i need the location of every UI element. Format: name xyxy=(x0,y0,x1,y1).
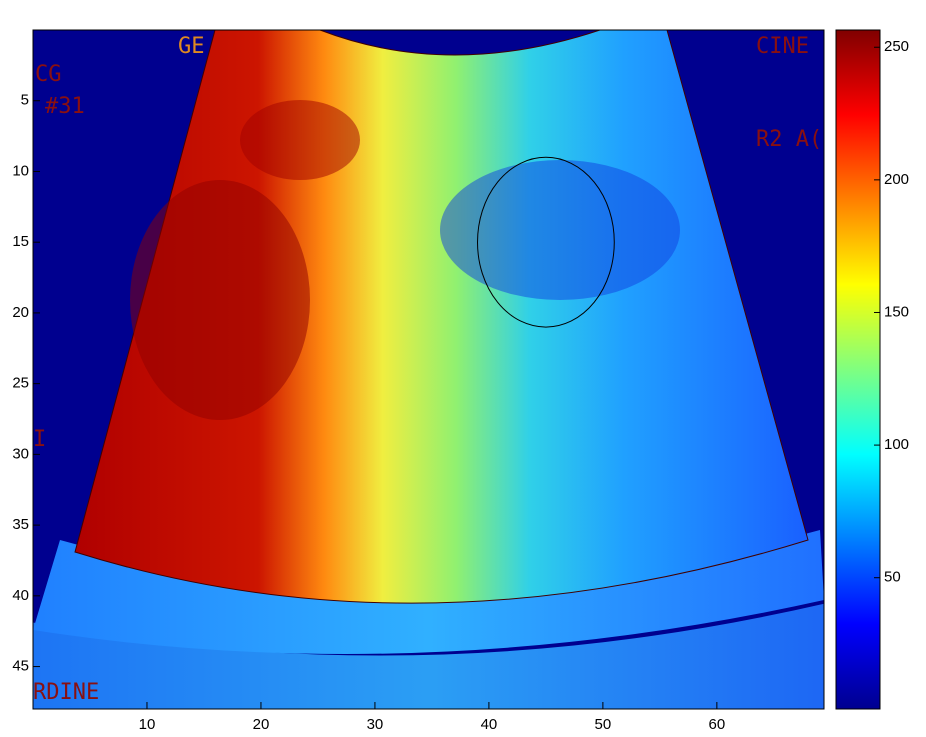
y-tick-label: 45 xyxy=(12,658,29,675)
y-tick-label: 25 xyxy=(12,375,29,392)
x-tick-label: 40 xyxy=(481,716,498,733)
y-tick-label: 15 xyxy=(12,233,29,250)
y-tick-label: 30 xyxy=(12,445,29,462)
x-tick-label: 10 xyxy=(139,716,156,733)
overlay-text: #31 xyxy=(45,94,85,119)
overlay-text: GE xyxy=(178,34,205,59)
colorbar-tick-label: 50 xyxy=(884,569,901,586)
overlay-text: CINE xyxy=(756,34,809,59)
overlay-text: I xyxy=(33,427,46,452)
x-tick-label: 50 xyxy=(595,716,612,733)
y-tick-label: 35 xyxy=(12,516,29,533)
overlay-text: CG xyxy=(35,62,62,87)
y-tick-label: 5 xyxy=(21,92,29,109)
axes-frame xyxy=(32,29,825,710)
colorbar-tick-label: 250 xyxy=(884,38,909,55)
image xyxy=(33,30,824,709)
x-tick-label: 20 xyxy=(253,716,270,733)
x-tick-label: 30 xyxy=(367,716,384,733)
overlay-text: RDINE xyxy=(33,680,99,705)
roi-ellipse xyxy=(477,156,615,328)
colorbar-tick-label: 100 xyxy=(884,436,909,453)
colorbar xyxy=(835,29,881,710)
y-tick-label: 40 xyxy=(12,587,29,604)
y-tick-label: 20 xyxy=(12,304,29,321)
colorbar-tick-label: 200 xyxy=(884,171,909,188)
x-tick-label: 60 xyxy=(709,716,726,733)
colorbar-tick-label: 150 xyxy=(884,303,909,320)
overlay-text: R2 A( xyxy=(756,127,822,152)
y-tick-label: 10 xyxy=(12,162,29,179)
